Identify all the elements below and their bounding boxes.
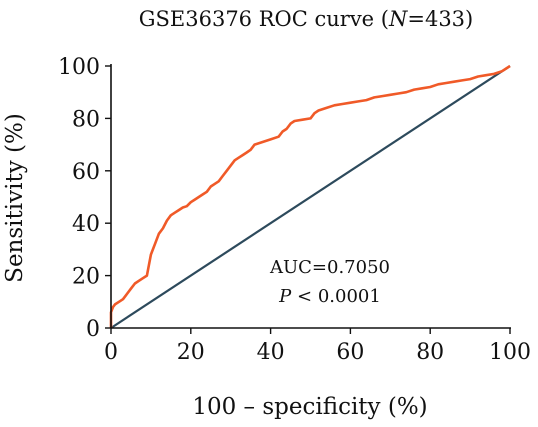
x-tick-label: 80 [416,340,444,365]
x-tick-label: 60 [336,340,364,365]
y-tick-label: 0 [86,317,100,342]
y-tick-label: 80 [72,107,100,132]
p-value-annotation: P < 0.0001 [278,286,381,307]
x-tick-label: 100 [489,340,531,365]
y-axis-label: Sensitivity (%) [2,113,28,283]
x-tick-label: 0 [104,340,118,365]
x-tick-label: 40 [257,340,285,365]
plot-area [109,64,511,329]
x-axis-ticks: 0 20 40 60 80 100 [104,328,531,365]
y-axis-ticks: 0 20 40 60 80 100 [58,55,111,342]
chart-title: GSE36376 ROC curve (N=433) [139,7,473,31]
y-tick-label: 60 [72,160,100,185]
x-tick-label: 20 [177,340,205,365]
reference-diagonal-line [110,65,511,329]
auc-annotation: AUC=0.7050 [269,257,390,278]
y-tick-label: 40 [72,212,100,237]
x-axis-label: 100 – specificity (%) [192,394,427,420]
y-tick-label: 20 [72,265,100,290]
roc-curve-line [109,64,511,328]
y-tick-label: 100 [58,55,100,80]
